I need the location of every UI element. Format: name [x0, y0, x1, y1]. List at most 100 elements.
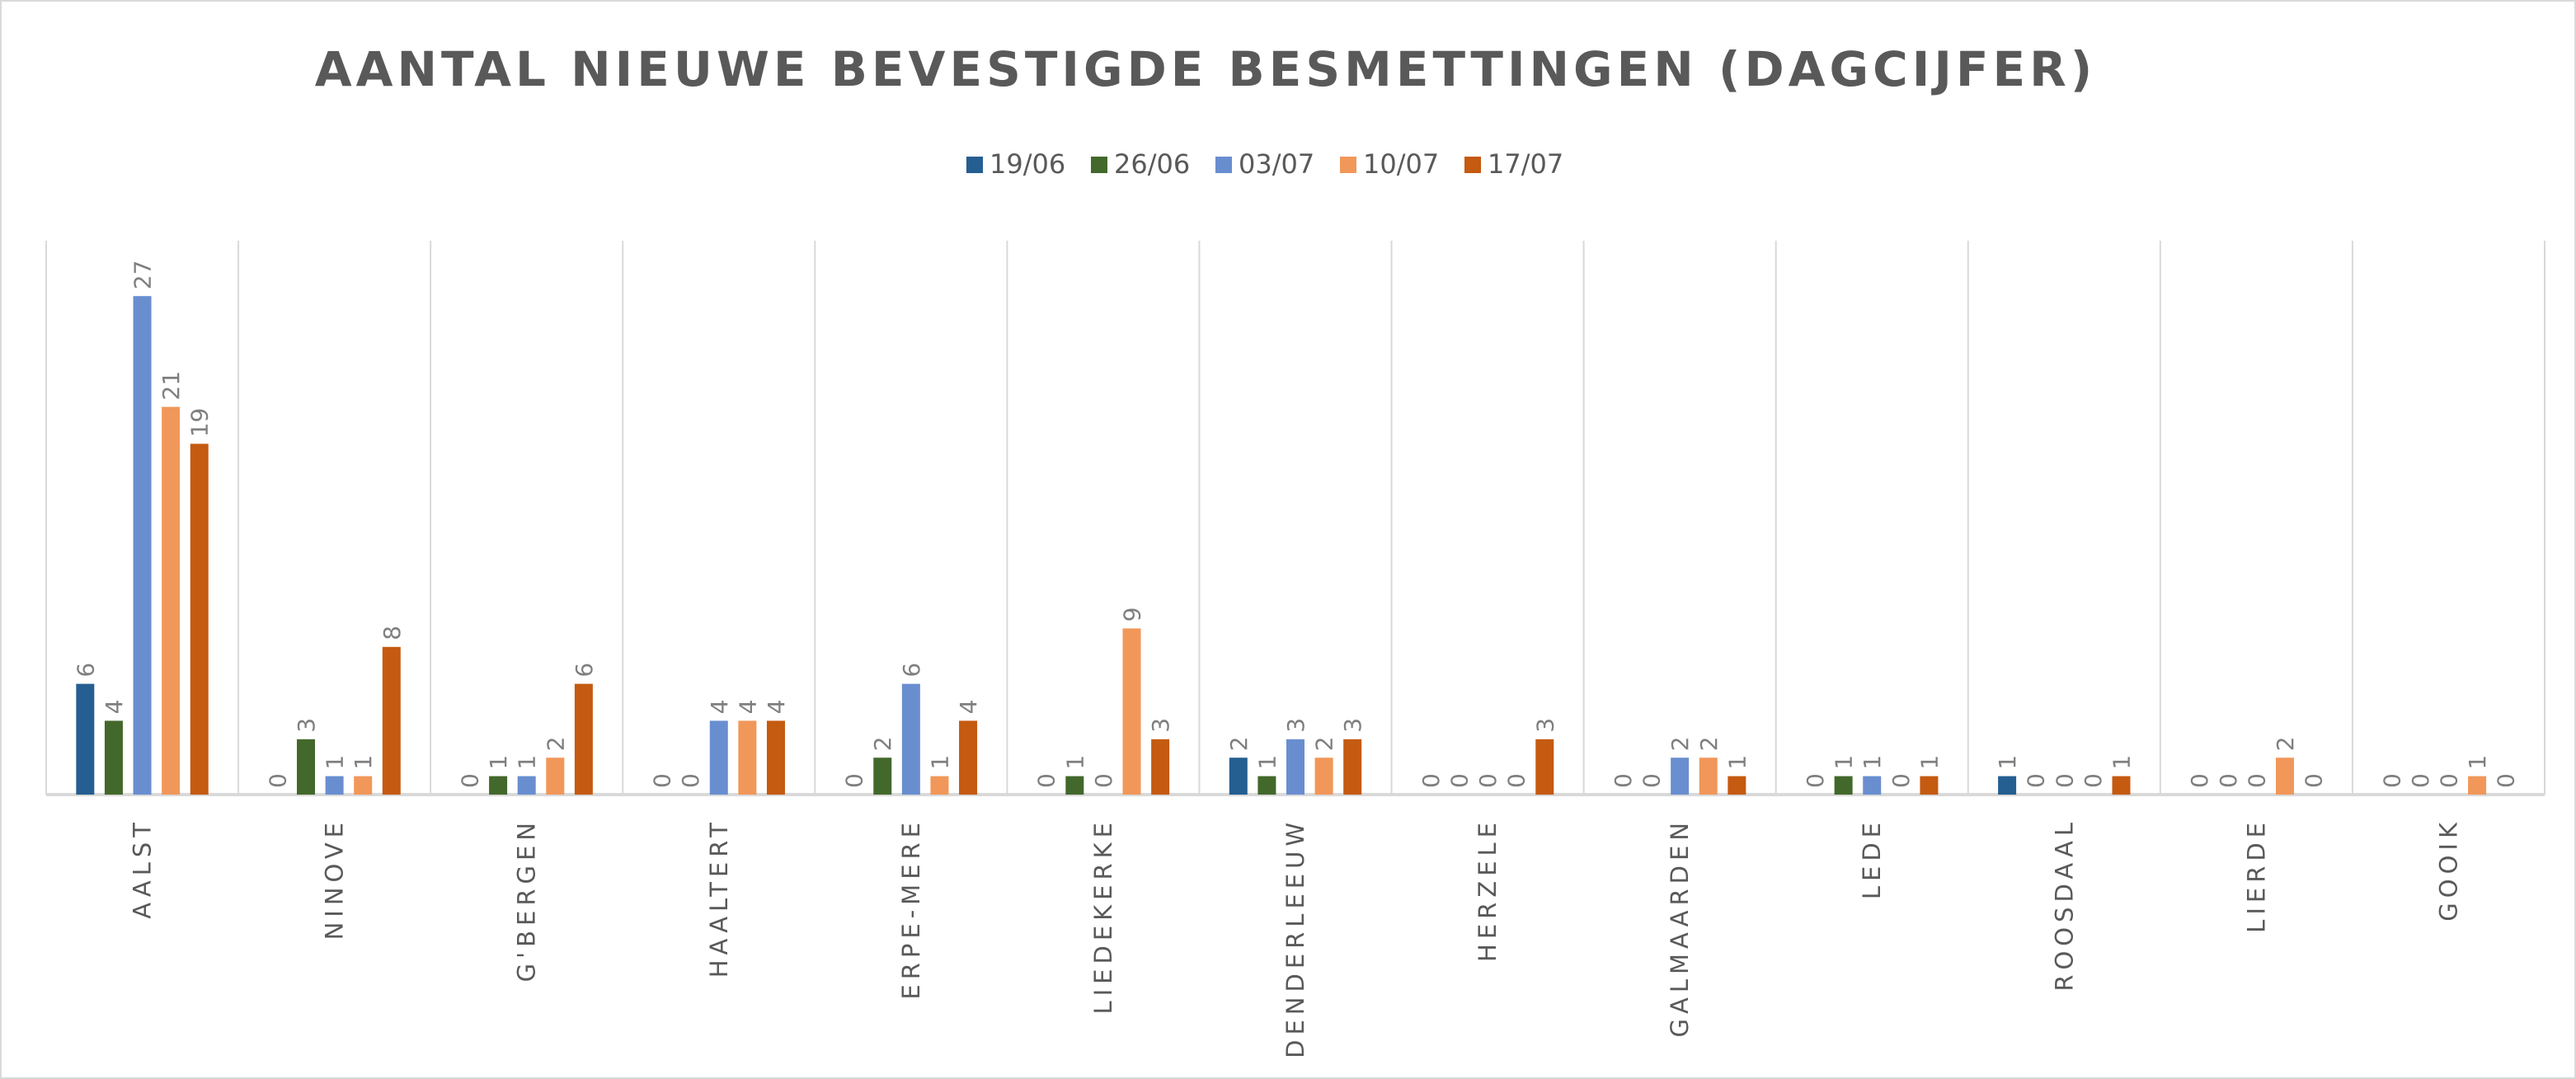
bar [1535, 739, 1554, 795]
data-label: 1 [350, 755, 377, 770]
bar [1920, 776, 1939, 795]
category-label: LIERDE [2242, 818, 2270, 933]
data-label: 19 [186, 408, 214, 438]
data-label: 3 [1531, 718, 1558, 733]
bar [325, 776, 344, 795]
category-label: ERPE-MERE [897, 818, 925, 1000]
data-label: 3 [1282, 718, 1309, 733]
bar [382, 646, 401, 795]
category-label: GALMAARDEN [1666, 818, 1694, 1037]
data-label: 1 [1916, 755, 1943, 770]
data-label: 1 [926, 755, 953, 770]
bar [2468, 776, 2487, 795]
data-label: 0 [1033, 773, 1060, 788]
legend-label: 03/07 [1239, 148, 1314, 180]
data-label: 4 [763, 700, 790, 715]
data-label: 0 [649, 773, 676, 788]
bar [297, 739, 316, 795]
bar [1286, 739, 1304, 795]
data-label: 0 [1610, 773, 1637, 788]
data-label: 0 [1417, 773, 1445, 788]
data-label: 1 [2108, 755, 2136, 770]
data-label: 1 [1859, 755, 1886, 770]
legend-label: 26/06 [1114, 148, 1190, 180]
data-label: 0 [2215, 773, 2242, 788]
bars [76, 296, 2487, 795]
category-label: AALST [129, 818, 157, 919]
bar [1998, 776, 2017, 795]
data-label: 1 [1994, 755, 2021, 770]
bar [2275, 758, 2294, 795]
data-label: 0 [677, 773, 704, 788]
data-label: 0 [2080, 773, 2107, 788]
data-label: 0 [264, 773, 291, 788]
data-label: 0 [2243, 773, 2270, 788]
data-label: 1 [322, 755, 349, 770]
legend: 19/06 26/06 03/07 10/07 17/07 [966, 148, 1563, 180]
bar [1229, 758, 1248, 795]
data-label: 0 [1887, 773, 1915, 788]
bar [1728, 776, 1746, 795]
data-label: 0 [1802, 773, 1829, 788]
data-label: 27 [129, 260, 157, 290]
category-labels: AALST NINOVE G'BERGEN HAALTERT ERPE-MERE LIED… [129, 818, 2463, 1058]
bar [162, 406, 181, 795]
data-label: 0 [2378, 773, 2405, 788]
data-label: 0 [1638, 773, 1666, 788]
data-label: 1 [1061, 755, 1088, 770]
data-label: 0 [1090, 773, 1117, 788]
bar [546, 758, 565, 795]
data-label: 2 [2272, 736, 2299, 751]
gridlines [45, 241, 2545, 796]
data-label: 0 [2301, 773, 2328, 788]
data-label: 0 [841, 773, 868, 788]
bar [76, 683, 95, 795]
legend-swatch [966, 157, 983, 173]
bar [354, 776, 373, 795]
data-label: 0 [1445, 773, 1473, 788]
data-label: 4 [706, 700, 733, 715]
bar [1863, 776, 1882, 795]
category-label: HERZELE [1474, 818, 1502, 962]
data-label: 0 [456, 773, 483, 788]
bar [901, 683, 920, 795]
category-label: HAALTERT [705, 818, 733, 978]
category-label: GOOIK [2434, 818, 2462, 922]
data-label: 2 [1695, 736, 1723, 751]
legend-swatch [1464, 157, 1481, 173]
data-label: 3 [1147, 718, 1174, 733]
chart-title: AANTAL NIEUWE BEVESTIGDE BESMETTINGEN (D… [315, 41, 2097, 97]
data-label: 4 [734, 700, 761, 715]
data-label: 21 [157, 371, 185, 401]
bar [930, 776, 949, 795]
bar [1343, 739, 1362, 795]
category-label: LEDE [1858, 818, 1886, 899]
category-label: G'BERGEN [513, 818, 541, 982]
data-label: 2 [1225, 736, 1253, 751]
bar [766, 720, 785, 795]
legend-swatch [1340, 157, 1356, 173]
bar [1257, 776, 1276, 795]
bar [1314, 758, 1333, 795]
bar [873, 758, 892, 795]
data-label: 1 [485, 755, 512, 770]
bar [2112, 776, 2131, 795]
data-label: 0 [2051, 773, 2078, 788]
bar [489, 776, 508, 795]
data-label: 1 [1253, 755, 1281, 770]
bar [709, 720, 728, 795]
data-label: 4 [955, 700, 982, 715]
data-label: 6 [571, 663, 598, 678]
category-label: NINOVE [321, 818, 349, 940]
category-label: LIEDEKERKE [1089, 818, 1117, 1015]
data-label: 6 [72, 663, 99, 678]
data-label: 4 [101, 700, 128, 715]
legend-swatch [1215, 157, 1232, 173]
data-label: 9 [1119, 608, 1146, 622]
bar [738, 720, 757, 795]
bar [104, 720, 123, 795]
bar [133, 296, 152, 795]
legend-swatch [1091, 157, 1107, 173]
data-label: 0 [2186, 773, 2213, 788]
